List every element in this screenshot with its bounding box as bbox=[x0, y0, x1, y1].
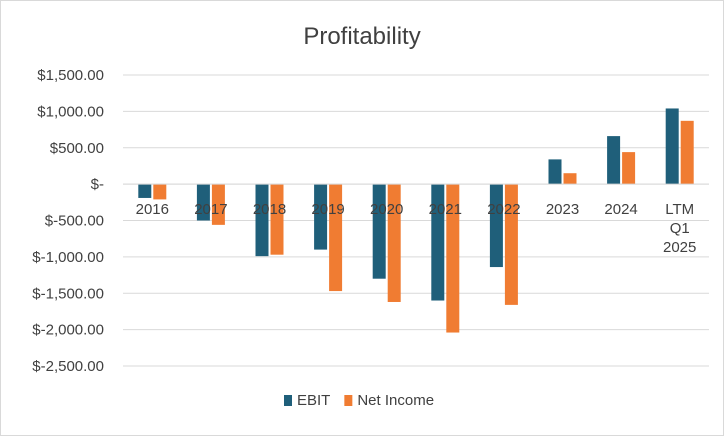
y-axis-tick-labels: $1,500.00 $1,000.00 $500.00 $- $-500.00 $-1,0… bbox=[32, 67, 104, 375]
y-tick-label: $-1,500.00 bbox=[32, 285, 104, 302]
y-tick-label: $500.00 bbox=[50, 140, 104, 157]
bar-ebit bbox=[665, 108, 679, 185]
bar-net-income bbox=[329, 184, 343, 292]
x-axis-tick-labels: 2016 2017 2018 2019 2020 2021 2022 2023 2024 LTM Q… bbox=[136, 201, 697, 256]
bar-net-income bbox=[153, 184, 167, 200]
bar-ebit bbox=[255, 184, 269, 257]
bar-net-income bbox=[446, 184, 460, 333]
y-tick-label: $-1,000.00 bbox=[32, 249, 104, 266]
y-tick-label: $-500.00 bbox=[45, 213, 104, 230]
x-tick-label: 2016 bbox=[136, 201, 169, 218]
x-tick-label: 2021 bbox=[429, 201, 462, 218]
y-tick-label: $1,500.00 bbox=[37, 67, 104, 84]
bar-net-income bbox=[211, 184, 225, 225]
bar-ebit bbox=[196, 184, 210, 221]
x-tick-label: 2019 bbox=[311, 201, 344, 218]
x-tick-label: LTM Q1 2025 bbox=[663, 201, 696, 256]
bars bbox=[123, 108, 709, 333]
bar-ebit bbox=[548, 159, 562, 185]
bar-net-income bbox=[622, 152, 636, 185]
bar-ebit bbox=[138, 184, 152, 198]
bar-ebit bbox=[372, 184, 386, 279]
legend-label: EBIT bbox=[297, 392, 330, 409]
x-tick-label: 2022 bbox=[487, 201, 520, 218]
legend: EBIT Net Income bbox=[284, 392, 434, 409]
bar-net-income bbox=[504, 184, 518, 305]
x-tick-label: 2018 bbox=[253, 201, 286, 218]
bar-ebit bbox=[431, 184, 445, 301]
chart-title: Profitability bbox=[303, 23, 420, 50]
gridlines bbox=[123, 74, 709, 367]
y-tick-label: $- bbox=[91, 176, 104, 193]
legend-swatch-net-income bbox=[344, 395, 353, 406]
bar-net-income bbox=[270, 184, 284, 255]
y-tick-label: $-2,000.00 bbox=[32, 322, 104, 339]
y-tick-label: $1,000.00 bbox=[37, 103, 104, 120]
y-tick-label: $-2,500.00 bbox=[32, 358, 104, 375]
x-tick-label: 2023 bbox=[546, 201, 579, 218]
x-tick-label: 2020 bbox=[370, 201, 403, 218]
bar-ebit bbox=[489, 184, 503, 268]
bar-net-income bbox=[387, 184, 401, 302]
x-tick-label: 2024 bbox=[604, 201, 637, 218]
bar-net-income bbox=[680, 120, 694, 185]
x-tick-label: 2017 bbox=[194, 201, 227, 218]
legend-label: Net Income bbox=[357, 392, 434, 409]
bar-net-income bbox=[563, 173, 577, 185]
legend-swatch-ebit bbox=[284, 395, 292, 406]
bar-ebit bbox=[314, 184, 328, 250]
bar-ebit bbox=[607, 136, 621, 185]
